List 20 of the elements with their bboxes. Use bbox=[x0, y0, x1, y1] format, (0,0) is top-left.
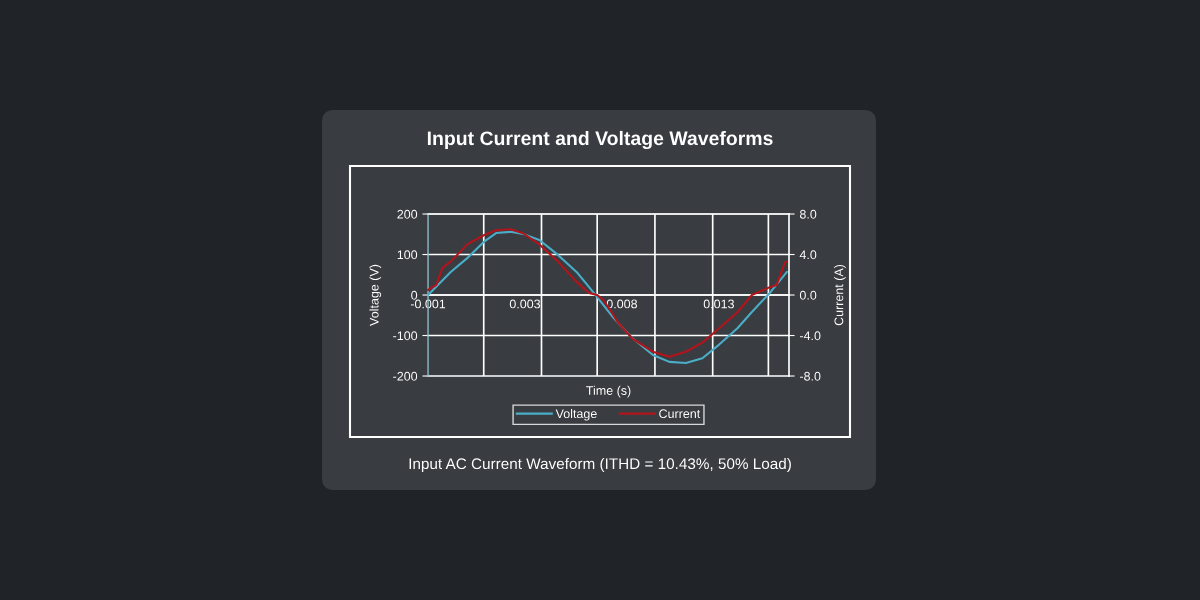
legend-label: Current bbox=[659, 409, 701, 419]
y-tick-label: -200 bbox=[393, 371, 418, 381]
y-tick-label: 100 bbox=[397, 250, 418, 260]
text: Input AC Current Waveform (ITHD = 10.43%, 50% Load) bbox=[409, 457, 791, 473]
x-tick-label: 0.003 bbox=[509, 299, 541, 309]
x-tick-label: 0.008 bbox=[606, 299, 638, 309]
y2-tick-label: 0.0 bbox=[799, 290, 817, 300]
y2-tick-label: -4.0 bbox=[799, 331, 821, 341]
y2-axis-title: Current (A) bbox=[834, 264, 846, 326]
y2-tick-label: 4.0 bbox=[799, 250, 817, 260]
y-tick-label: -100 bbox=[393, 331, 418, 341]
y-tick-label: 200 bbox=[397, 209, 418, 219]
y-tick-label: 0 bbox=[411, 290, 418, 300]
chart-title: Input Current and Voltage Waveforms bbox=[427, 130, 773, 150]
x-tick-label: -0.001 bbox=[410, 299, 446, 309]
x-axis-title: Time (s) bbox=[586, 385, 631, 398]
y-axis-title: Voltage (V) bbox=[369, 264, 382, 326]
y2-tick-label: 8.0 bbox=[799, 209, 817, 219]
y2-tick-label: -8.0 bbox=[799, 371, 821, 381]
legend-label: Voltage bbox=[555, 408, 597, 421]
